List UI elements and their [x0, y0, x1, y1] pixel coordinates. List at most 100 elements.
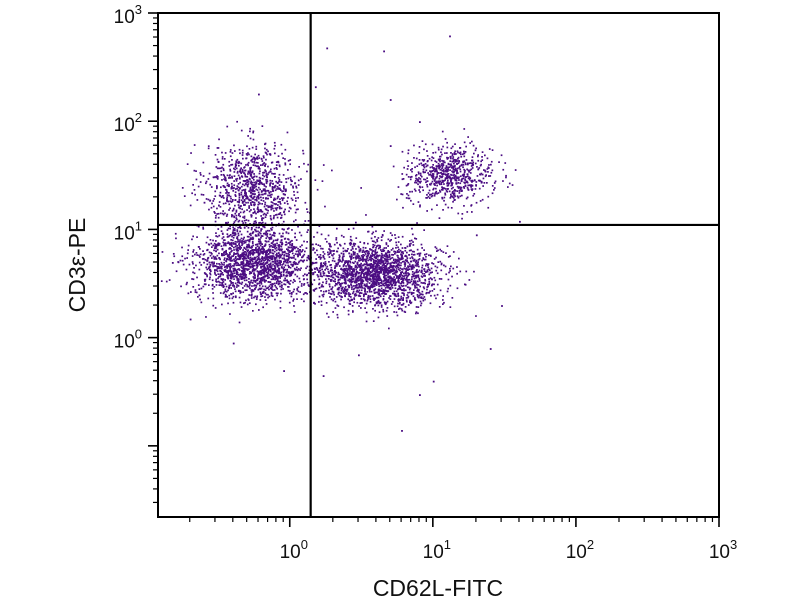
data-point: [383, 273, 386, 276]
data-point: [261, 285, 264, 288]
data-point: [383, 290, 385, 292]
data-point: [192, 249, 195, 251]
data-point: [226, 296, 228, 298]
data-point: [274, 239, 277, 242]
data-point: [403, 267, 406, 270]
data-point: [444, 161, 446, 164]
data-point: [377, 270, 379, 273]
data-point: [281, 253, 284, 256]
data-point: [240, 283, 243, 285]
data-point: [464, 179, 466, 181]
data-point: [435, 187, 437, 190]
data-point: [274, 214, 277, 216]
data-point: [262, 200, 265, 202]
data-point: [279, 277, 281, 279]
data-point: [264, 268, 267, 270]
data-point: [355, 294, 358, 297]
data-point: [350, 280, 353, 282]
data-point: [478, 187, 481, 190]
data-point: [225, 295, 227, 297]
data-point: [251, 242, 254, 245]
data-point: [331, 290, 334, 293]
data-point: [303, 283, 306, 285]
data-point: [212, 176, 215, 179]
data-point: [466, 181, 469, 184]
data-point: [463, 152, 465, 155]
data-point: [334, 273, 336, 276]
data-point: [315, 258, 317, 260]
data-point: [260, 229, 262, 232]
data-point: [456, 150, 459, 153]
data-point: [395, 262, 398, 264]
data-point: [251, 185, 254, 187]
data-point: [373, 285, 376, 287]
data-point: [409, 299, 411, 302]
data-point: [443, 264, 445, 267]
data-point: [472, 161, 475, 164]
data-point: [362, 246, 365, 249]
data-point: [368, 287, 370, 290]
data-point: [398, 264, 401, 267]
data-point: [349, 235, 352, 238]
data-point: [452, 197, 455, 199]
data-point: [204, 258, 207, 261]
data-point: [477, 168, 480, 171]
data-point: [256, 248, 259, 251]
data-point: [231, 200, 234, 202]
data-point: [398, 285, 400, 287]
data-point: [387, 245, 389, 247]
data-point: [280, 281, 283, 284]
data-point: [340, 295, 342, 298]
data-point: [199, 174, 202, 176]
data-point: [363, 263, 365, 266]
data-point: [360, 274, 362, 277]
data-point: [267, 150, 269, 153]
data-point: [274, 232, 276, 235]
data-point: [288, 210, 290, 213]
data-point: [291, 249, 293, 252]
data-point: [378, 285, 380, 288]
data-point: [195, 178, 198, 181]
data-point: [245, 276, 248, 279]
data-point: [349, 279, 352, 281]
data-point: [254, 164, 257, 167]
data-point: [241, 240, 243, 242]
data-point: [272, 239, 275, 242]
data-point: [216, 265, 219, 268]
data-point: [280, 261, 282, 263]
data-point: [427, 291, 430, 294]
data-point: [360, 273, 363, 276]
data-point: [235, 258, 238, 261]
data-point: [277, 177, 280, 179]
data-point: [248, 260, 250, 263]
data-point: [374, 241, 377, 244]
data-point: [330, 245, 332, 248]
data-point: [349, 268, 351, 270]
data-point: [414, 274, 417, 277]
data-point: [260, 257, 263, 260]
data-point: [226, 274, 229, 277]
data-point: [468, 178, 471, 181]
data-point: [295, 239, 298, 241]
data-point: [324, 205, 326, 208]
data-point: [285, 252, 288, 255]
data-point: [260, 283, 263, 285]
data-point: [395, 268, 398, 270]
data-point: [332, 280, 335, 282]
data-point: [252, 222, 255, 225]
data-point: [279, 188, 281, 190]
data-point: [472, 194, 475, 197]
data-point: [463, 128, 466, 130]
data-point: [330, 274, 333, 277]
data-point: [233, 171, 236, 173]
data-point: [266, 180, 269, 183]
data-point: [338, 258, 340, 261]
data-point: [423, 282, 425, 284]
data-point: [268, 269, 270, 271]
data-point: [242, 157, 244, 160]
data-point: [226, 190, 228, 193]
data-point: [273, 203, 276, 205]
data-point: [253, 195, 256, 198]
data-point: [221, 265, 223, 268]
data-point: [360, 254, 363, 257]
